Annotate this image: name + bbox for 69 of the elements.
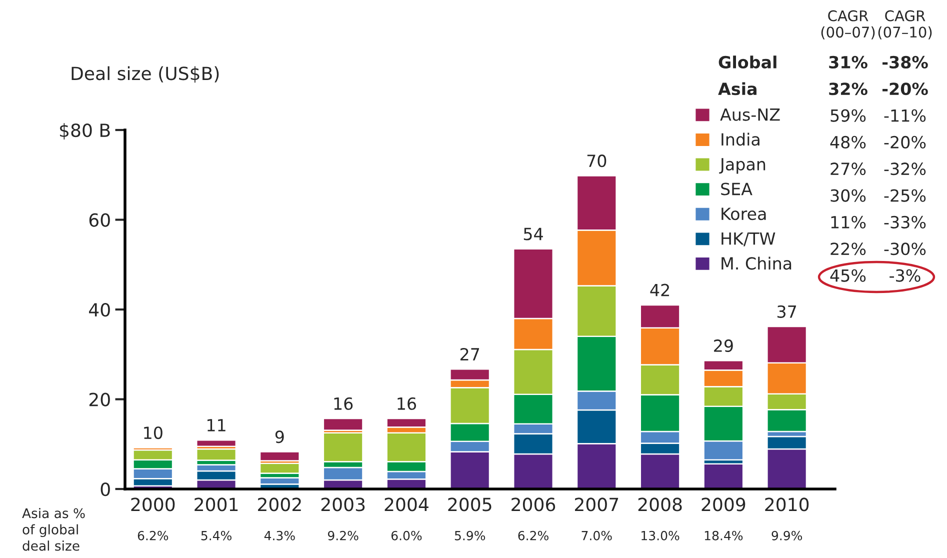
x-tick-label: 2008: [638, 498, 682, 512]
text: -11%: [884, 109, 926, 122]
text: -20%: [884, 136, 926, 149]
y-tick-label: 20: [89, 392, 110, 406]
x-tick-label: 2006: [512, 498, 556, 512]
text: -25%: [884, 189, 926, 202]
legend-label: M. China: [722, 256, 792, 270]
annotation: 45%: [830, 269, 866, 282]
text: 6.2%: [518, 530, 548, 540]
text: CAGR (00–07): [821, 10, 875, 40]
total-label: 11: [208, 419, 226, 432]
total-label: 29: [714, 339, 733, 352]
text: -38%: [882, 56, 928, 69]
legend-label: India: [722, 132, 760, 146]
y-tick-label: 60: [89, 213, 110, 227]
text: CAGR (07–10): [878, 10, 932, 40]
total-label: 37: [777, 305, 796, 318]
y-tick-label: $80 B: [60, 123, 110, 140]
legend-label: Japan: [719, 158, 766, 174]
text: Asia as % of global deal size: [22, 508, 85, 551]
x-tick-label: 2001: [194, 498, 238, 512]
total-label: 9: [275, 430, 284, 444]
text: 7.0%: [582, 530, 612, 540]
annotation: 48%: [830, 136, 866, 149]
x-tick-label: 2007: [574, 498, 618, 512]
text: -3%: [890, 269, 920, 282]
annotation: 27%: [830, 162, 866, 176]
text: 18.4%: [704, 530, 743, 540]
text: Global: [718, 56, 776, 69]
x-tick-label: 2002: [258, 498, 301, 512]
text: 31%: [829, 56, 868, 69]
legend-label: Aus-NZ: [720, 108, 780, 121]
y-tick-label: 0: [100, 482, 110, 496]
x-tick-label: 2009: [702, 498, 746, 512]
text: 32%: [829, 82, 868, 96]
x-tick-label: 2005: [448, 498, 492, 512]
total-label: 16: [398, 397, 416, 410]
total-label: 42: [650, 284, 669, 296]
annotation: 11%: [831, 216, 866, 229]
annotation: 22%: [830, 242, 866, 256]
text: -33%: [884, 216, 926, 229]
text: 6.0%: [391, 530, 422, 540]
text: 5.4%: [201, 530, 232, 540]
text: 5.9%: [454, 530, 486, 540]
y-tick-label: 40: [89, 302, 110, 317]
text: Asia: [718, 82, 756, 96]
total-label: 16: [334, 397, 353, 410]
x-tick-label: 2010: [765, 498, 809, 512]
total-label: 27: [460, 348, 480, 360]
text: 59%: [830, 109, 866, 122]
text: 9.9%: [772, 530, 802, 540]
text: -20%: [882, 82, 928, 96]
annotation: 30%: [830, 189, 866, 202]
legend-label: HK/TW: [722, 232, 776, 246]
legend-label: Korea: [722, 208, 766, 220]
y-axis-title: Deal size (US$B): [72, 66, 219, 83]
text: 9.2%: [328, 530, 358, 540]
total-label: 54: [524, 228, 543, 240]
text: 4.3%: [264, 530, 295, 540]
total-label: 10: [144, 426, 162, 440]
x-tick-label: 2003: [321, 498, 365, 512]
text: 13.0%: [642, 530, 680, 540]
text: 6.2%: [138, 530, 168, 540]
x-tick-label: 2000: [131, 498, 175, 512]
text: -32%: [884, 162, 926, 176]
x-tick-label: 2004: [384, 498, 428, 512]
legend-label: SEA: [721, 182, 752, 196]
text: -30%: [884, 242, 926, 256]
total-label: 70: [587, 154, 606, 168]
